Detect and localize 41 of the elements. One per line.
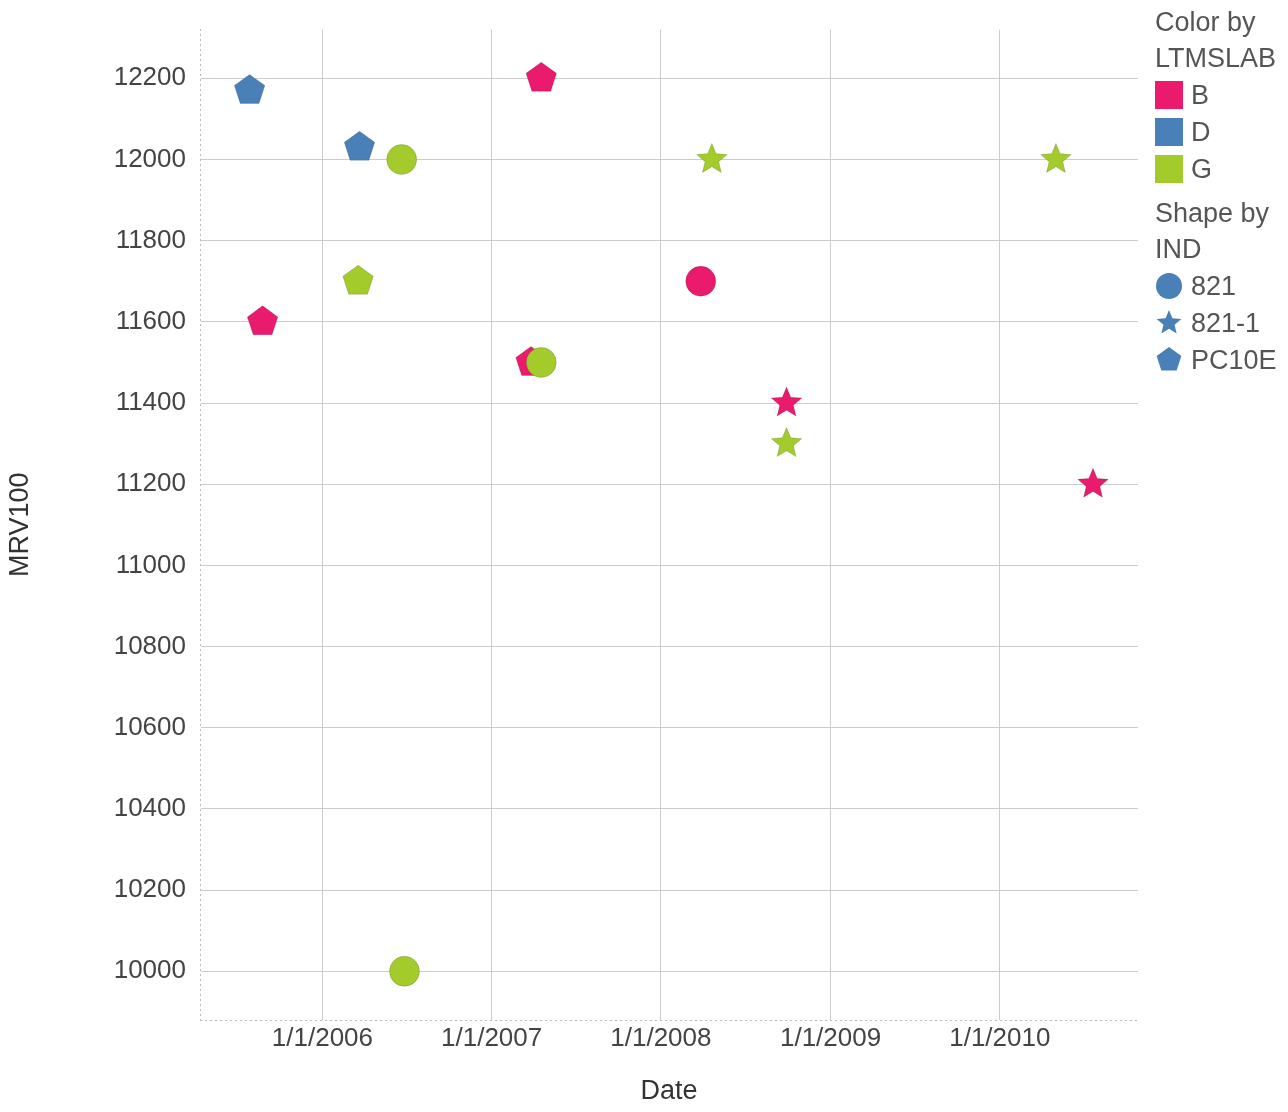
point [685, 265, 717, 297]
legend-title: Color by LTMSLAB [1155, 6, 1278, 75]
text: PC10E [1191, 343, 1277, 377]
point [342, 264, 374, 295]
text: 821 [1191, 269, 1237, 303]
y-tick-label: 10600 [113, 710, 186, 741]
text: B [1191, 78, 1210, 112]
point [388, 955, 420, 987]
text: G [1191, 152, 1213, 186]
y-tick-label: 10400 [113, 792, 186, 823]
y-tick-label: 12000 [113, 142, 186, 173]
point [1077, 467, 1109, 498]
text: 821-1 [1191, 306, 1261, 340]
point [525, 61, 557, 92]
point [233, 73, 266, 104]
point [246, 305, 279, 336]
x-tick-label: 1/1/2008 [610, 1021, 712, 1052]
y-axis-title: MRV100 [3, 472, 34, 578]
y-tick-label: 11800 [115, 223, 186, 254]
text: Shape by IND [1155, 197, 1271, 266]
point [343, 130, 376, 161]
x-tick-label: 1/1/2007 [441, 1021, 543, 1052]
point [770, 386, 803, 417]
x-axis-title: Date [640, 1075, 698, 1106]
y-tick-label: 11600 [115, 305, 186, 336]
point [525, 346, 557, 378]
x-tick-label: 1/1/2006 [271, 1021, 374, 1052]
point [1040, 142, 1072, 173]
y-tick-label: 10000 [113, 954, 186, 985]
text: D [1191, 115, 1211, 149]
point [770, 427, 803, 458]
y-tick-label: 11200 [115, 467, 186, 498]
y-tick-label: 10800 [113, 629, 186, 660]
y-tick-label: 11000 [115, 548, 186, 579]
x-tick-label: 1/1/2010 [949, 1021, 1051, 1052]
x-tick-label: 1/1/2009 [779, 1021, 882, 1052]
point [386, 143, 418, 175]
point [696, 142, 728, 173]
y-tick-label: 12200 [113, 61, 186, 92]
y-tick-label: 10200 [113, 873, 186, 904]
y-tick-label: 11400 [115, 386, 186, 417]
